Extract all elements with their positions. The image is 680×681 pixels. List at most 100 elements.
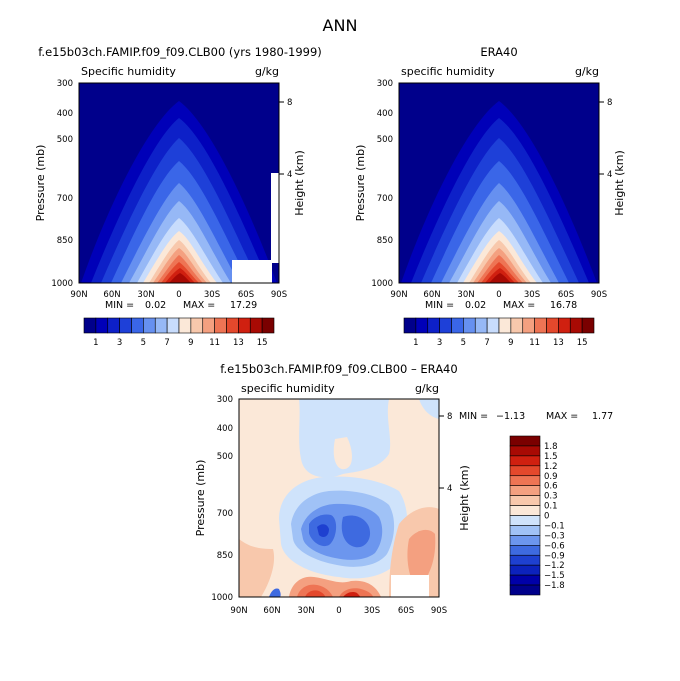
panel-model-xticks: 90N 60N 30N 0 30S 60S 90S bbox=[70, 290, 287, 300]
colorbar-swatch bbox=[439, 317, 452, 334]
colorbar-swatch bbox=[415, 317, 429, 334]
colorbar-swatch bbox=[214, 317, 227, 334]
ytick-label: 1000 bbox=[51, 279, 73, 289]
y2tick-label: 4 bbox=[607, 170, 612, 180]
colorbar-label: 11 bbox=[529, 338, 540, 348]
colorbar-label: −1.8 bbox=[544, 581, 565, 591]
y2tick-label: 4 bbox=[287, 170, 292, 180]
min-value: 0.02 bbox=[145, 300, 166, 311]
colorbar-label: 5 bbox=[141, 338, 146, 348]
colorbar-label: 1.5 bbox=[544, 452, 558, 462]
panel-diff: f.e15b03ch.FAMIP.f09_f09.CLB00 – ERA40 s… bbox=[194, 362, 613, 616]
ytick-label: 1000 bbox=[211, 593, 233, 603]
colorbar-label: −1.2 bbox=[544, 561, 565, 571]
y2tick-label: 8 bbox=[607, 98, 612, 108]
xtick-label: 60N bbox=[263, 606, 280, 616]
colorbar-label: 15 bbox=[257, 338, 268, 348]
colorbar-label: 15 bbox=[577, 338, 588, 348]
xtick-label: 90S bbox=[271, 290, 287, 300]
colorbar-swatch bbox=[509, 515, 541, 526]
colorbar-swatch bbox=[546, 317, 559, 334]
xtick-label: 60S bbox=[238, 290, 254, 300]
ytick-label: 500 bbox=[377, 135, 393, 145]
colorbar-label: 3 bbox=[117, 338, 122, 348]
colorbar-swatch bbox=[509, 505, 541, 516]
xtick-label: 60N bbox=[423, 290, 440, 300]
min-label: MIN = bbox=[425, 300, 454, 311]
ytick-label: 1000 bbox=[371, 279, 393, 289]
colorbar-swatch bbox=[178, 317, 192, 334]
colorbar-label: −0.6 bbox=[544, 541, 565, 551]
min-value: 0.02 bbox=[465, 300, 486, 311]
max-value: 16.78 bbox=[550, 300, 577, 311]
panel-model-ylabel: Pressure (mb) bbox=[34, 145, 47, 222]
page-title: ANN bbox=[323, 16, 358, 35]
colorbar-swatch bbox=[154, 317, 168, 334]
y2tick-label: 8 bbox=[447, 412, 452, 422]
colorbar-swatch bbox=[238, 317, 251, 334]
colorbar-swatch bbox=[509, 535, 541, 546]
panel-obs-title: ERA40 bbox=[480, 45, 517, 59]
panel-diff-minmax: MIN = −1.13 MAX = 1.77 bbox=[459, 411, 613, 422]
ytick-label: 700 bbox=[377, 194, 393, 204]
colorbar-label: 7 bbox=[484, 338, 489, 348]
ytick-label: 850 bbox=[217, 551, 233, 561]
colorbar-label: 5 bbox=[461, 338, 466, 348]
panel-obs-y2label: Height (km) bbox=[613, 150, 626, 216]
colorbar-swatch bbox=[509, 465, 541, 477]
xtick-label: 90N bbox=[230, 606, 247, 616]
colorbar-label: 13 bbox=[233, 338, 244, 348]
panel-model-y2label: Height (km) bbox=[293, 150, 306, 216]
colorbar-swatch bbox=[509, 445, 541, 457]
ytick-label: 400 bbox=[57, 109, 73, 119]
colorbar-swatch bbox=[249, 317, 263, 334]
colorbar-swatch bbox=[534, 317, 547, 334]
colorbar-swatch bbox=[509, 435, 541, 447]
colorbar-label: 1.2 bbox=[544, 462, 558, 472]
xtick-label: 30S bbox=[524, 290, 540, 300]
min-label: MIN = bbox=[105, 300, 134, 311]
max-label: MAX = bbox=[546, 411, 578, 422]
colorbar-swatch bbox=[522, 317, 535, 334]
panel-model: f.e15b03ch.FAMIP.f09_f09.CLB00 (yrs 1980… bbox=[34, 45, 322, 311]
panel-obs-ylabel: Pressure (mb) bbox=[354, 145, 367, 222]
y2tick-label: 8 bbox=[287, 98, 292, 108]
colorbar-swatch bbox=[486, 317, 500, 334]
ytick-label: 700 bbox=[57, 194, 73, 204]
panel-model-plot bbox=[78, 82, 280, 284]
ytick-label: 300 bbox=[57, 79, 73, 89]
colorbar-label: 0.1 bbox=[544, 502, 558, 512]
panel-obs-units: g/kg bbox=[575, 65, 599, 78]
colorbar-label: 0.6 bbox=[544, 482, 558, 492]
xtick-label: 30S bbox=[364, 606, 380, 616]
panel-diff-plot bbox=[238, 398, 440, 598]
panel-model-title: f.e15b03ch.FAMIP.f09_f09.CLB00 (yrs 1980… bbox=[38, 45, 322, 59]
colorbar-swatch bbox=[509, 495, 541, 506]
xtick-label: 0 bbox=[496, 290, 501, 300]
max-label: MAX = bbox=[503, 300, 535, 311]
max-value: 17.29 bbox=[230, 300, 257, 311]
colorbar-model: 1 3 5 7 9 11 13 15 bbox=[83, 317, 275, 348]
panel-diff-yticks: 300 400 500 700 850 1000 bbox=[211, 395, 233, 603]
colorbar-swatch bbox=[202, 317, 215, 334]
xtick-label: 90N bbox=[390, 290, 407, 300]
colorbar-swatch bbox=[558, 317, 571, 334]
panel-diff-units: g/kg bbox=[415, 382, 439, 395]
panel-obs-xticks: 90N 60N 30N 0 30S 60S 90S bbox=[390, 290, 607, 300]
xtick-label: 60S bbox=[558, 290, 574, 300]
colorbar-swatch bbox=[509, 455, 541, 467]
ytick-label: 500 bbox=[217, 452, 233, 462]
panel-diff-y2ticks: 8 4 bbox=[439, 412, 452, 494]
max-value: 1.77 bbox=[592, 411, 613, 422]
colorbar-swatch bbox=[509, 545, 541, 556]
colorbar-label: 11 bbox=[209, 338, 220, 348]
colorbar-swatch bbox=[261, 317, 275, 334]
colorbar-label: 0 bbox=[544, 512, 549, 522]
colorbar-label: 1.8 bbox=[544, 442, 558, 452]
colorbar-label: 13 bbox=[553, 338, 564, 348]
colorbar-label: 9 bbox=[508, 338, 513, 348]
ytick-label: 850 bbox=[377, 236, 393, 246]
xtick-label: 30N bbox=[297, 606, 314, 616]
colorbar-swatch bbox=[509, 475, 541, 486]
